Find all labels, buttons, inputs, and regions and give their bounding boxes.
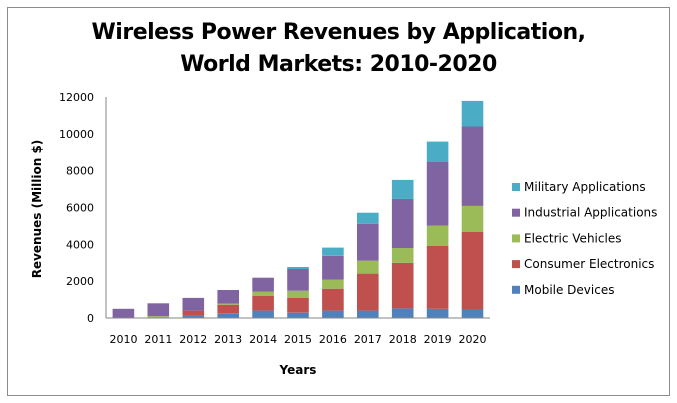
x-tick-label: 2014 (249, 333, 277, 346)
bar-segment-consumer-electronics-2019 (426, 246, 449, 309)
bar-segment-consumer-electronics-2017 (357, 273, 379, 311)
bar-segment-consumer-electronics-2018 (391, 262, 414, 309)
bar-segment-consumer-electronics-2013 (217, 304, 239, 314)
bar-segment-mobile-devices-2015 (287, 312, 309, 318)
bar-segment-consumer-electronics-2020 (461, 232, 484, 309)
legend-swatch (512, 234, 520, 243)
bar-segment-mobile-devices-2017 (357, 310, 379, 318)
bar-segment-industrial-applications-2012 (182, 297, 205, 311)
bar-segment-mobile-devices-2019 (426, 308, 449, 318)
x-tick-labels: 2010 2011 2012 2013 2014 2015 2016 2017 2018 2019… (109, 333, 486, 346)
bar-segment-mobile-devices-2020 (461, 309, 484, 318)
chart-frame (7, 7, 670, 396)
bar-segment-mobile-devices-2012 (182, 315, 205, 318)
bar-segment-electric-vehicles-2016 (322, 279, 344, 289)
bar-segment-industrial-applications-2016 (322, 255, 344, 280)
bar-segment-electric-vehicles-2011 (147, 316, 170, 318)
chart-title: Wireless Power Revenues by Application, … (0, 17, 677, 81)
legend-item-military-applications: Military Applications (512, 180, 646, 194)
x-tick-label: 2013 (214, 333, 242, 346)
y-tick-label: 2000 (66, 275, 94, 288)
chart-title-line-2: World Markets: 2010-2020 (180, 52, 497, 77)
legend-item-industrial-applications: Industrial Applications (512, 206, 657, 220)
bar-segment-military-applications-2015 (287, 267, 309, 269)
x-tick-label: 2017 (354, 333, 382, 346)
bar-segment-electric-vehicles-2019 (426, 225, 449, 246)
y-tick-labels: 0 2000 4000 6000 8000 10000 12000 (59, 91, 94, 325)
bar-segment-mobile-devices-2016 (322, 310, 344, 318)
bar-segment-mobile-devices-2013 (217, 313, 239, 318)
legend-item-consumer-electronics: Consumer Electronics (512, 257, 654, 271)
legend-label: Consumer Electronics (524, 257, 654, 271)
legend-label: Electric Vehicles (524, 231, 621, 245)
y-tick-label: 4000 (66, 238, 94, 251)
bar-segment-electric-vehicles-2018 (391, 248, 414, 263)
legend-label: Mobile Devices (524, 283, 614, 297)
bar-segment-military-applications-2016 (322, 247, 344, 256)
legend-swatch (512, 260, 520, 269)
x-tick-label: 2020 (459, 333, 487, 346)
bar-segment-military-applications-2019 (426, 141, 449, 162)
legend: Military Applications Industrial Applicat… (512, 180, 657, 297)
bar-segment-consumer-electronics-2014 (252, 295, 274, 311)
x-tick-label: 2010 (109, 333, 137, 346)
bar-segment-electric-vehicles-2013 (217, 303, 239, 305)
bar-segment-consumer-electronics-2016 (322, 288, 344, 311)
x-tick-label: 2019 (424, 333, 452, 346)
legend-swatch (512, 285, 520, 294)
y-tick-label: 0 (87, 312, 94, 325)
y-tick-label: 6000 (66, 202, 94, 215)
bar-segment-electric-vehicles-2017 (357, 260, 379, 274)
bar-segment-consumer-electronics-2012 (182, 310, 205, 316)
chart-title-line-1: Wireless Power Revenues by Application, (91, 20, 586, 45)
bar-segment-industrial-applications-2010 (112, 308, 135, 318)
bar-segment-industrial-applications-2014 (252, 277, 274, 292)
legend-swatch (512, 183, 520, 191)
y-tick-label: 8000 (66, 165, 94, 178)
bar-segment-industrial-applications-2017 (357, 223, 379, 261)
x-tick-label: 2011 (144, 333, 172, 346)
axes-group (105, 97, 490, 319)
x-tick-label: 2012 (179, 333, 207, 346)
bar-segment-industrial-applications-2015 (287, 269, 309, 291)
bar-segment-industrial-applications-2011 (147, 303, 170, 317)
legend-label: Military Applications (524, 180, 646, 194)
bar-segment-industrial-applications-2019 (426, 161, 449, 226)
bars-group (112, 100, 484, 318)
x-tick-label: 2016 (319, 333, 347, 346)
y-tick-label: 10000 (59, 128, 94, 141)
legend-item-electric-vehicles: Electric Vehicles (512, 231, 621, 245)
bar-segment-electric-vehicles-2015 (287, 290, 309, 298)
legend-swatch (512, 208, 520, 217)
x-tick-label: 2018 (389, 333, 417, 346)
bar-segment-industrial-applications-2018 (391, 198, 414, 248)
bar-segment-military-applications-2017 (357, 212, 379, 224)
legend-item-mobile-devices: Mobile Devices (512, 283, 614, 297)
bar-segment-mobile-devices-2014 (252, 310, 274, 318)
bar-segment-industrial-applications-2020 (461, 126, 484, 206)
y-tick-label: 12000 (59, 91, 94, 104)
bar-segment-military-applications-2020 (461, 100, 484, 127)
bar-segment-mobile-devices-2018 (391, 308, 414, 318)
bar-segment-industrial-applications-2013 (217, 290, 239, 304)
x-axis-title: Years (279, 363, 317, 377)
x-tick-label: 2015 (284, 333, 312, 346)
legend-label: Industrial Applications (524, 206, 657, 220)
bar-segment-consumer-electronics-2015 (287, 297, 309, 313)
bar-segment-electric-vehicles-2020 (461, 205, 484, 232)
bar-segment-electric-vehicles-2014 (252, 291, 274, 296)
bar-segment-military-applications-2018 (391, 179, 414, 199)
y-axis-title: Revenues (Million $) (30, 140, 44, 279)
